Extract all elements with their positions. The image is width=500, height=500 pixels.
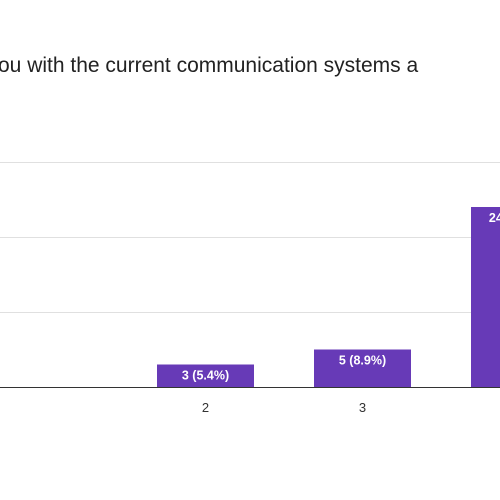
x-tick-3: 3 bbox=[359, 400, 366, 415]
data-label-4: 24 (42.9%) bbox=[489, 211, 500, 225]
gridlines bbox=[0, 162, 500, 313]
bar-4 bbox=[471, 207, 500, 387]
x-tick-2: 2 bbox=[202, 400, 209, 415]
chart-title: ou with the current communication system… bbox=[0, 54, 500, 84]
data-label-2: 3 (5.4%) bbox=[182, 369, 229, 383]
x-tick-labels: 234 bbox=[202, 400, 366, 415]
data-labels: 3 (5.4%) 5 (8.9%) 24 (42.9%) bbox=[182, 211, 500, 383]
data-label-3: 5 (8.9%) bbox=[339, 354, 386, 368]
bar-2 bbox=[157, 364, 254, 387]
bars bbox=[157, 207, 500, 387]
chart-title-text: ou with the current communication system… bbox=[0, 54, 419, 77]
bar-3 bbox=[314, 349, 411, 387]
